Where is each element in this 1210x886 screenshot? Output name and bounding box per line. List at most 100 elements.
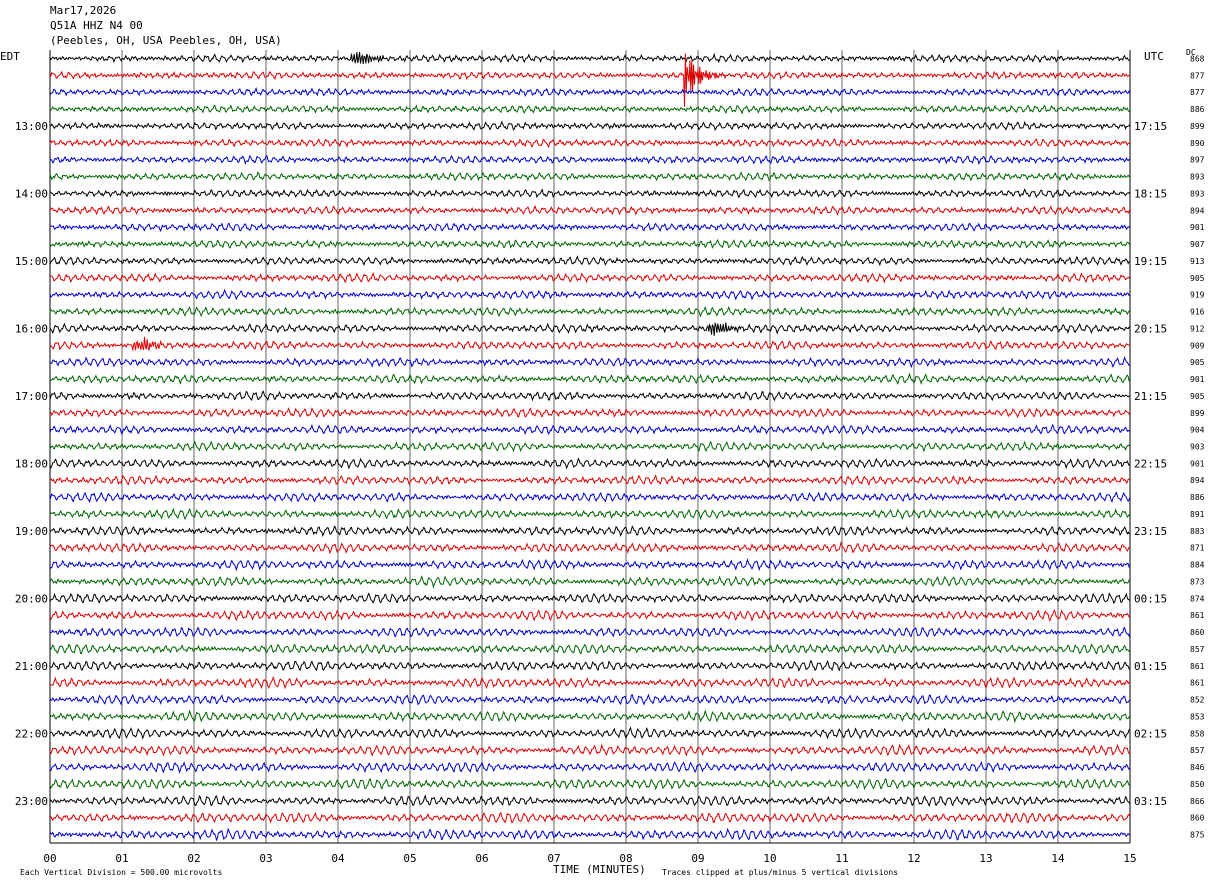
trace-14 <box>49 288 1131 301</box>
trace-7 <box>49 171 1131 182</box>
dc-offset-label: 873 <box>1190 577 1205 586</box>
left-hour-label: 21:00 <box>15 660 48 673</box>
right-hour-label: 19:15 <box>1134 255 1167 268</box>
dc-offset-label: 884 <box>1190 561 1205 570</box>
dc-offset-label: 853 <box>1190 712 1205 721</box>
trace-38 <box>49 693 1131 706</box>
left-hour-label: 20:00 <box>15 592 48 605</box>
trace-20 <box>49 390 1131 402</box>
header-location: (Peebles, OH, USA Peebles, OH, USA) <box>50 34 282 47</box>
right-hour-label: 23:15 <box>1134 525 1167 538</box>
dc-offset-label: 852 <box>1190 696 1205 705</box>
trace-25 <box>49 474 1131 486</box>
dc-offset-label: 860 <box>1190 628 1205 637</box>
dc-offset-label: 899 <box>1190 409 1205 418</box>
dc-offset-label: 894 <box>1190 206 1205 215</box>
x-tick-label: 02 <box>187 852 200 865</box>
right-hour-label: 01:15 <box>1134 660 1167 673</box>
dc-label: DC <box>1186 48 1196 57</box>
trace-32 <box>49 592 1131 604</box>
dc-offset-label: 897 <box>1190 156 1205 165</box>
dc-offset-label: 899 <box>1190 122 1205 131</box>
trace-27 <box>49 507 1131 521</box>
x-tick-label: 15 <box>1123 852 1136 865</box>
trace-13 <box>49 272 1131 284</box>
trace-30 <box>49 558 1131 572</box>
trace-33 <box>49 608 1131 622</box>
right-hour-label: 18:15 <box>1134 187 1167 200</box>
trace-41 <box>49 743 1131 757</box>
trace-0 <box>49 51 1131 65</box>
x-tick-label: 12 <box>907 852 920 865</box>
trace-22 <box>49 423 1131 436</box>
right-hour-label: 22:15 <box>1134 457 1167 470</box>
x-tick-label: 04 <box>331 852 345 865</box>
dc-offset-label: 890 <box>1190 139 1205 148</box>
x-tick-label: 13 <box>979 852 992 865</box>
trace-12 <box>49 255 1131 267</box>
dc-offset-label: 858 <box>1190 729 1205 738</box>
dc-offset-label: 857 <box>1190 746 1205 755</box>
dc-offset-label: 871 <box>1190 544 1205 553</box>
trace-34 <box>49 626 1131 638</box>
dc-offset-label: 866 <box>1190 797 1205 806</box>
dc-offset-label: 857 <box>1190 645 1205 654</box>
x-tick-label: 00 <box>43 852 56 865</box>
left-hour-label: 23:00 <box>15 795 48 808</box>
x-tick-label: 07 <box>547 852 560 865</box>
trace-3 <box>49 104 1131 115</box>
dc-offset-label: 883 <box>1190 527 1205 536</box>
x-tick-label: 08 <box>619 852 632 865</box>
dc-offset-label: 850 <box>1190 780 1205 789</box>
clip-note: Traces clipped at plus/minus 5 vertical … <box>662 868 899 877</box>
trace-5 <box>49 138 1131 148</box>
trace-18 <box>49 355 1131 369</box>
trace-19 <box>49 372 1131 386</box>
trace-11 <box>49 238 1131 250</box>
trace-29 <box>49 540 1131 555</box>
left-zone-label: EDT <box>0 50 20 63</box>
trace-10 <box>49 221 1131 233</box>
left-hour-label: 16:00 <box>15 322 48 335</box>
trace-37 <box>49 675 1131 690</box>
dc-offset-label: 861 <box>1190 611 1205 620</box>
trace-21 <box>49 407 1131 419</box>
header-station: Q51A HHZ N4 00 <box>50 19 143 32</box>
trace-6 <box>49 154 1131 165</box>
left-hour-label: 17:00 <box>15 390 48 403</box>
trace-43 <box>49 778 1130 791</box>
dc-offset-label: 861 <box>1190 662 1205 671</box>
dc-offset-label: 875 <box>1190 831 1205 840</box>
trace-28 <box>49 525 1131 537</box>
dc-offset-label: 901 <box>1190 375 1205 384</box>
trace-35 <box>49 643 1131 655</box>
trace-4 <box>49 120 1131 132</box>
right-hour-label: 02:15 <box>1134 727 1167 740</box>
dc-offset-label: 913 <box>1190 257 1205 266</box>
right-zone-label: UTC <box>1144 50 1164 63</box>
left-hour-label: 13:00 <box>15 120 48 133</box>
x-tick-label: 03 <box>259 852 272 865</box>
trace-23 <box>49 440 1131 453</box>
dc-offset-label: 893 <box>1190 173 1205 182</box>
right-hour-label: 00:15 <box>1134 592 1167 605</box>
left-hour-label: 19:00 <box>15 525 48 538</box>
dc-offset-label: 886 <box>1190 105 1205 114</box>
dc-offset-label: 901 <box>1190 459 1205 468</box>
dc-offset-label: 894 <box>1190 476 1205 485</box>
trace-26 <box>49 491 1131 504</box>
trace-9 <box>49 205 1131 217</box>
dc-offset-label: 905 <box>1190 358 1205 367</box>
dc-offset-label: 916 <box>1190 308 1205 317</box>
dc-offset-label: 901 <box>1190 223 1205 232</box>
dc-offset-label: 893 <box>1190 189 1205 198</box>
left-hour-label: 18:00 <box>15 457 48 470</box>
x-tick-label: 01 <box>115 852 128 865</box>
dc-offset-label: 874 <box>1190 594 1205 603</box>
trace-2 <box>49 86 1131 98</box>
right-hour-label: 21:15 <box>1134 390 1167 403</box>
dc-offset-label: 907 <box>1190 240 1205 249</box>
scale-note: Each Vertical Division = 500.00 microvol… <box>20 868 223 877</box>
dc-offset-label: 904 <box>1190 426 1205 435</box>
